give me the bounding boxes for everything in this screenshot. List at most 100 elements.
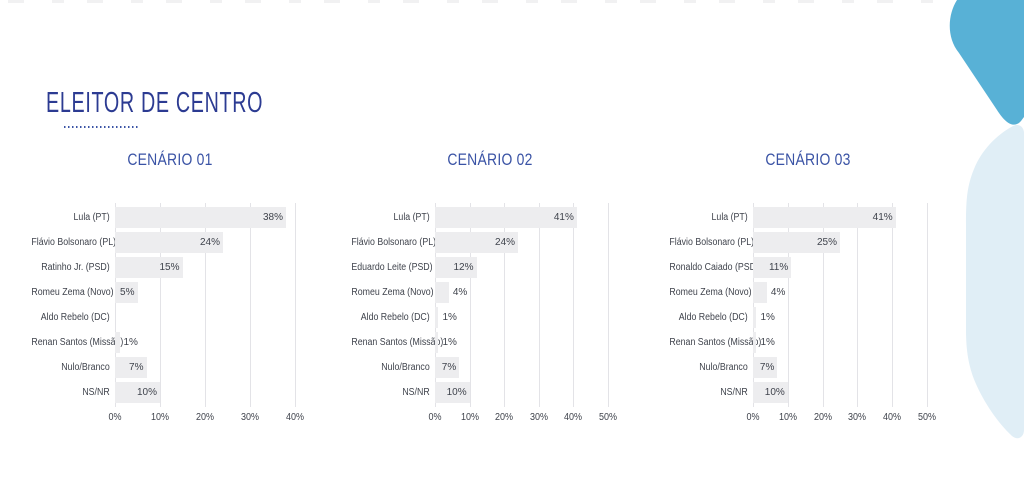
chart-title: CENÁRIO 03 — [765, 150, 851, 169]
value-label: 1% — [442, 312, 457, 323]
bar-track: 4% — [435, 282, 640, 303]
chart-row: Aldo Rebelo (DC) — [20, 305, 320, 330]
bar-rows: Lula (PT) 41% Flávio Bolsonaro (PL) 25% Rona… — [658, 205, 958, 405]
chart-title: CENÁRIO 02 — [447, 150, 533, 169]
gridline — [927, 203, 928, 407]
axis-tick-label: 20% — [195, 412, 215, 423]
value-label: 10% — [446, 387, 467, 398]
chart-row: Eduardo Leite (PSD) 12% — [340, 255, 640, 280]
value-label: 7% — [129, 362, 144, 373]
category-label: Aldo Rebelo (DC) — [360, 312, 430, 323]
chart-row: Romeu Zema (Novo) 5% — [20, 280, 320, 305]
gridline — [205, 203, 206, 407]
chart-row: Romeu Zema (Novo) 4% — [340, 280, 640, 305]
chart-row: Flávio Bolsonaro (PL) 24% — [20, 230, 320, 255]
category-label: Nulo/Branco — [699, 362, 748, 373]
value-label: 10% — [136, 387, 157, 398]
value-label: 1% — [760, 337, 775, 348]
bar-track: 15% — [115, 257, 320, 278]
bar — [753, 257, 792, 278]
bar — [753, 357, 778, 378]
category-label: Ronaldo Caiado (PSD) — [669, 262, 759, 273]
axis-tick-label: 30% — [848, 412, 867, 423]
bar-rows: Lula (PT) 41% Flávio Bolsonaro (PL) 24% Edua… — [340, 205, 640, 405]
value-label: 25% — [816, 237, 837, 248]
chart-row: Flávio Bolsonaro (PL) 25% — [658, 230, 958, 255]
chart-row: Lula (PT) 41% — [340, 205, 640, 230]
value-label: 1% — [123, 337, 138, 348]
bar-track: 7% — [435, 357, 640, 378]
chart-cenario-02: CENÁRIO 02 Lula (PT) 41% Flávio Bolsonaro … — [340, 150, 640, 450]
bar — [435, 357, 460, 378]
axis-tick-label: 0% — [428, 412, 442, 423]
bar-track: 41% — [435, 207, 640, 228]
axis-tick-label: 50% — [917, 412, 937, 423]
chart-row: Ratinho Jr. (PSD) 15% — [20, 255, 320, 280]
category-label: NS/NR — [82, 387, 110, 398]
category-label: Lula (PT) — [711, 212, 748, 223]
bar-track: 5% — [115, 282, 320, 303]
axis-tick-label: 0% — [108, 412, 122, 423]
bar — [115, 257, 183, 278]
bar-track: 1% — [435, 332, 640, 353]
value-label: 10% — [764, 387, 785, 398]
x-axis: 0% 10% 20% 30% 40% 50% — [746, 412, 936, 426]
axis-tick-label: 40% — [883, 412, 902, 423]
page-title: ELEITOR DE CENTRO — [46, 87, 264, 120]
value-label: 24% — [495, 237, 516, 248]
bar-track: 24% — [435, 232, 640, 253]
category-label: Nulo/Branco — [381, 362, 430, 373]
bar — [753, 232, 840, 253]
gridline — [295, 203, 296, 407]
category-label: Ratinho Jr. (PSD) — [41, 262, 110, 273]
chart-row: Flávio Bolsonaro (PL) 24% — [340, 230, 640, 255]
value-label: 1% — [442, 337, 457, 348]
category-label: Romeu Zema (Novo) — [351, 287, 434, 298]
category-label: Romeu Zema (Novo) — [669, 287, 752, 298]
category-label: Nulo/Branco — [61, 362, 110, 373]
value-label: 24% — [199, 237, 220, 248]
axis-tick-label: 40% — [564, 412, 583, 423]
cropped-text-remnant — [8, 0, 933, 3]
value-label: 12% — [453, 262, 474, 273]
gridline — [160, 203, 161, 407]
value-label: 15% — [159, 262, 180, 273]
axis-tick-label: 0% — [746, 412, 760, 423]
bar-track: 1% — [115, 332, 320, 353]
bar — [115, 357, 147, 378]
category-label: NS/NR — [402, 387, 430, 398]
bar — [753, 282, 767, 303]
decor-shape-bottom — [966, 124, 1024, 439]
bar — [435, 207, 577, 228]
axis-tick-label: 30% — [529, 412, 548, 423]
bar — [753, 382, 788, 403]
category-label: NS/NR — [720, 387, 748, 398]
value-label: 4% — [452, 287, 468, 298]
category-label: Aldo Rebelo (DC) — [40, 312, 110, 323]
axis-tick-label: 20% — [495, 412, 514, 423]
chart-row: Aldo Rebelo (DC) 1% — [658, 305, 958, 330]
category-label: Renan Santos (Missão) — [669, 337, 762, 348]
bar — [115, 207, 286, 228]
gridline — [892, 203, 894, 407]
value-label: 38% — [262, 212, 283, 223]
gridline — [787, 203, 789, 407]
bar — [435, 332, 439, 353]
chart-row: Renan Santos (Missão) 1% — [658, 330, 958, 355]
gridline — [822, 203, 824, 407]
category-label: Flávio Bolsonaro (PL) — [31, 237, 117, 248]
gridline — [435, 203, 436, 407]
bar-track: 10% — [753, 382, 958, 403]
bar — [115, 332, 120, 353]
value-label: 7% — [441, 362, 457, 373]
category-label: Romeu Zema (Novo) — [31, 287, 114, 298]
chart-row: Renan Santos (Missão) 1% — [20, 330, 320, 355]
chart-row: Renan Santos (Missão) 1% — [340, 330, 640, 355]
chart-cenario-03: CENÁRIO 03 Lula (PT) 41% Flávio Bolsonaro … — [658, 150, 958, 450]
bar — [115, 232, 223, 253]
bar — [753, 207, 896, 228]
category-label: Lula (PT) — [73, 212, 110, 223]
axis-tick-label: 40% — [285, 412, 305, 423]
bar — [435, 232, 519, 253]
